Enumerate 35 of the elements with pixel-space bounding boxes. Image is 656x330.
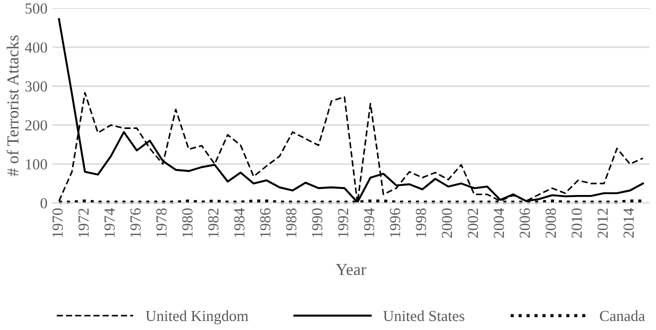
x-tick-label: 1970	[52, 208, 63, 238]
x-tick-label: 1972	[78, 208, 89, 238]
x-tick-label: 1976	[130, 208, 141, 238]
x-tick-label: 2004	[494, 208, 504, 238]
x-tick-label: 2012	[598, 208, 608, 238]
x-tick-label: 2006	[520, 208, 530, 238]
legend-label: United States	[383, 310, 464, 322]
y-tick-label: 100	[26, 159, 48, 170]
x-tick-label: 1990	[312, 208, 322, 238]
x-tick-label: 1974	[104, 208, 115, 238]
x-tick-label: 2000	[442, 208, 452, 238]
x-tick-label: 1978	[156, 208, 167, 238]
x-tick-label: 2014	[623, 208, 634, 238]
y-tick-label: 200	[25, 120, 48, 131]
x-tick-label: 1984	[234, 208, 244, 238]
x-tick-label: 2002	[468, 208, 478, 238]
y-tick-label: 300	[25, 81, 48, 92]
y-axis-title: # of Terrorist Attacks	[6, 35, 19, 176]
x-axis-title: Year	[336, 264, 366, 276]
x-tick-label: 1982	[208, 208, 219, 238]
legend-label: United Kingdom	[146, 310, 248, 324]
y-tick-label: 0	[40, 198, 48, 208]
legend-label: Canada	[600, 310, 645, 322]
x-tick-label: 1980	[182, 208, 193, 238]
x-tick-label: 1986	[260, 208, 270, 238]
x-tick-label: 1998	[416, 208, 426, 238]
x-tick-label: 2010	[572, 208, 582, 238]
x-tick-label: 1992	[338, 208, 348, 238]
y-tick-label: 500	[26, 3, 48, 14]
x-tick-label: 1994	[364, 208, 374, 238]
y-tick-label: 400	[25, 42, 48, 53]
line-series	[58, 18, 644, 204]
x-tick-label: 2008	[546, 208, 556, 238]
x-tick-label: 1988	[286, 208, 296, 238]
x-tick-label: 1996	[390, 208, 400, 238]
